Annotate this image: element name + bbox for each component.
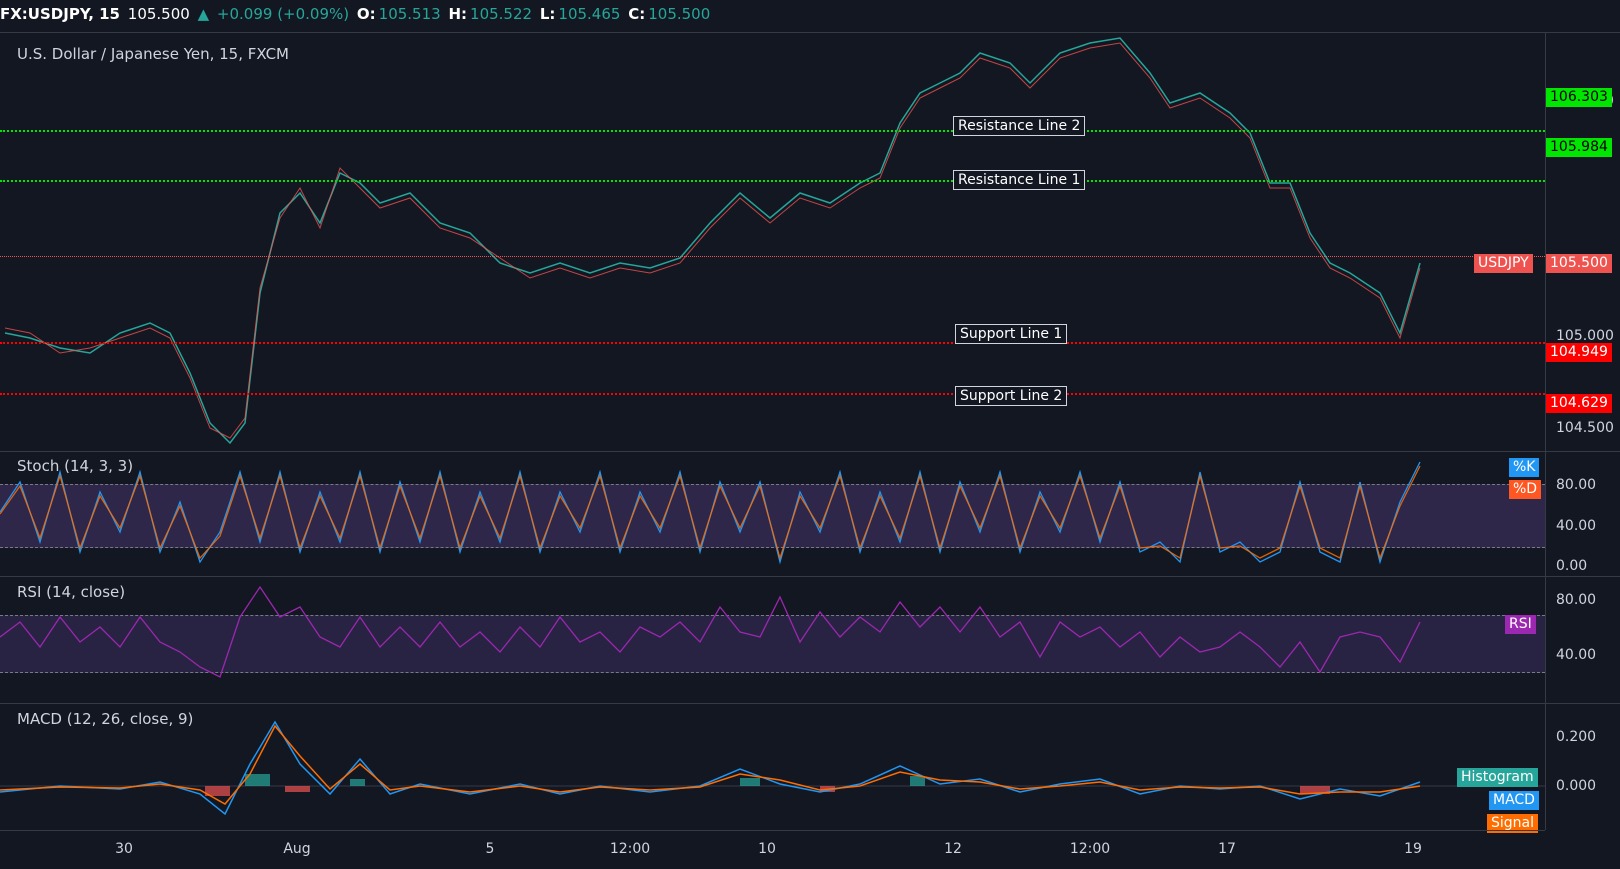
stoch-axis[interactable]: 80.00 40.00 0.00 bbox=[1545, 451, 1620, 576]
macd-pane[interactable]: MACD (12, 26, close, 9) bbox=[0, 703, 1545, 830]
macd-lines bbox=[0, 720, 1545, 816]
stoch-pane[interactable]: Stoch (14, 3, 3) bbox=[0, 451, 1545, 576]
resistance-2-price-tag: 106.303 bbox=[1546, 88, 1612, 107]
support-line-2[interactable] bbox=[0, 393, 1545, 395]
last-price-tag: 105.500 bbox=[1546, 254, 1612, 273]
support-line-1[interactable] bbox=[0, 342, 1545, 344]
price-pane-title: U.S. Dollar / Japanese Yen, 15, FXCM bbox=[17, 45, 289, 63]
time-axis-label: 12:00 bbox=[609, 841, 651, 857]
last-price-line bbox=[0, 256, 1545, 257]
candlestick-chart[interactable] bbox=[0, 33, 1545, 451]
price-pane[interactable]: U.S. Dollar / Japanese Yen, 15, FXCM Res… bbox=[0, 32, 1545, 451]
resistance-line-1[interactable] bbox=[0, 180, 1545, 182]
symbol-tag: USDJPY bbox=[1474, 254, 1533, 273]
resistance-line-2-label[interactable]: Resistance Line 2 bbox=[953, 116, 1086, 136]
stoch-d-legend: %D bbox=[1509, 480, 1542, 499]
time-axis-label: 17 bbox=[1218, 841, 1236, 857]
stoch-title: Stoch (14, 3, 3) bbox=[17, 457, 134, 475]
low-label: L: bbox=[539, 5, 556, 23]
macd-legend: MACD bbox=[1489, 791, 1539, 810]
price-axis-label: 104.500 bbox=[1556, 420, 1614, 436]
support-2-price-tag: 104.629 bbox=[1546, 394, 1612, 413]
macd-axis[interactable]: 0.200 0.000 bbox=[1545, 703, 1620, 830]
macd-axis-label: 0.200 bbox=[1556, 729, 1597, 745]
open-value: 105.513 bbox=[378, 5, 441, 23]
stoch-k-legend: %K bbox=[1509, 458, 1540, 477]
rsi-title: RSI (14, close) bbox=[17, 583, 126, 601]
stoch-axis-label: 0.00 bbox=[1556, 558, 1588, 574]
open-label: O: bbox=[356, 5, 376, 23]
last-price: 105.500 bbox=[127, 5, 190, 23]
price-axis-label: 105.000 bbox=[1556, 328, 1614, 344]
time-axis-label: 12:00 bbox=[1069, 841, 1111, 857]
stoch-axis-label: 40.00 bbox=[1556, 518, 1597, 534]
resistance-line-2[interactable] bbox=[0, 130, 1545, 132]
support-line-1-label[interactable]: Support Line 1 bbox=[955, 324, 1068, 344]
resistance-1-price-tag: 105.984 bbox=[1546, 138, 1612, 157]
stoch-lines bbox=[0, 461, 1421, 565]
high-label: H: bbox=[448, 5, 468, 23]
time-axis-label: 12 bbox=[944, 841, 962, 857]
price-change: +0.099 (+0.09%) bbox=[216, 5, 350, 23]
time-axis-label: 19 bbox=[1404, 841, 1422, 857]
stoch-axis-label: 80.00 bbox=[1556, 477, 1597, 493]
triangle-up-icon: ▲ bbox=[197, 5, 210, 23]
time-axis[interactable]: 30 Aug 5 12:00 10 12 12:00 17 19 bbox=[0, 830, 1545, 869]
high-value: 105.522 bbox=[470, 5, 533, 23]
support-1-price-tag: 104.949 bbox=[1546, 343, 1612, 362]
symbol-name[interactable]: FX:USDJPY, 15 bbox=[0, 5, 120, 23]
rsi-legend: RSI bbox=[1505, 615, 1536, 634]
rsi-axis[interactable]: 80.00 40.00 bbox=[1545, 576, 1620, 703]
low-value: 105.465 bbox=[558, 5, 621, 23]
rsi-axis-label: 80.00 bbox=[1556, 592, 1597, 608]
time-axis-label: 30 bbox=[115, 841, 133, 857]
rsi-band bbox=[0, 615, 1545, 673]
close-value: 105.500 bbox=[648, 5, 711, 23]
symbol-header: FX:USDJPY, 15 105.500 ▲ +0.099 (+0.09%) … bbox=[0, 0, 1620, 30]
rsi-line bbox=[0, 585, 1421, 678]
rsi-pane[interactable]: RSI (14, close) bbox=[0, 576, 1545, 703]
support-line-2-label[interactable]: Support Line 2 bbox=[955, 386, 1068, 406]
time-axis-label: 10 bbox=[758, 841, 776, 857]
macd-axis-label: 0.000 bbox=[1556, 778, 1597, 794]
time-axis-label: 5 bbox=[485, 841, 495, 857]
rsi-axis-label: 40.00 bbox=[1556, 647, 1597, 663]
macd-title: MACD (12, 26, close, 9) bbox=[17, 710, 194, 728]
time-axis-label: Aug bbox=[283, 841, 311, 857]
resistance-line-1-label[interactable]: Resistance Line 1 bbox=[953, 170, 1086, 190]
histogram-legend: Histogram bbox=[1457, 768, 1538, 787]
signal-legend: Signal bbox=[1487, 814, 1539, 833]
close-label: C: bbox=[628, 5, 646, 23]
stoch-band bbox=[0, 484, 1545, 548]
